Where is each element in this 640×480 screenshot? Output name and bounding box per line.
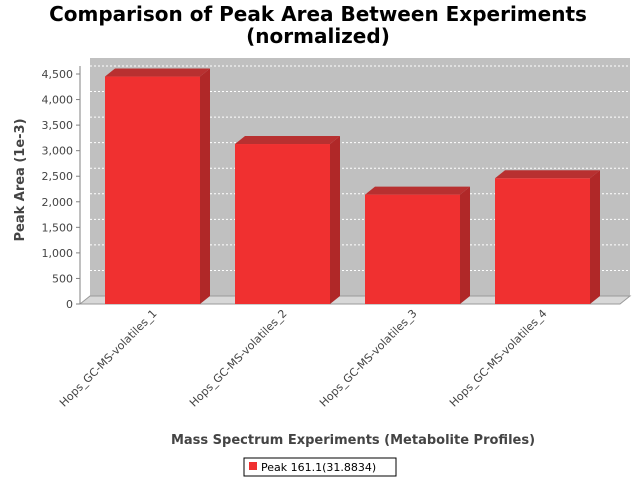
- x-axis-label: Mass Spectrum Experiments (Metabolite Pr…: [171, 433, 535, 448]
- x-axis-ticks: Hops_GC-MS-volatiles_1 Hops_GC-MS-volatil…: [57, 307, 550, 410]
- y-axis-label: Peak Area (1e-3): [13, 118, 28, 241]
- legend-box: [243, 457, 397, 477]
- bar-top: [365, 186, 470, 195]
- bar-side: [590, 170, 600, 304]
- x-tick-label: Hops_GC-MS-volatiles_1: [57, 307, 160, 410]
- y-tick-label: 0: [66, 298, 73, 311]
- bar-side: [330, 136, 340, 304]
- bar-side: [200, 68, 210, 304]
- bar: [365, 186, 470, 304]
- bar-top: [105, 68, 210, 77]
- bar-top: [235, 136, 340, 145]
- y-tick-label: 1,000: [42, 247, 74, 260]
- y-tick-label: 2,000: [42, 196, 74, 209]
- y-tick-label: 500: [52, 272, 73, 285]
- legend-swatch: [249, 462, 257, 470]
- bars: [105, 68, 600, 304]
- bar-front: [105, 76, 200, 304]
- y-tick-label: 4,000: [42, 94, 74, 107]
- x-tick-label: Hops_GC-MS-volatiles_2: [187, 307, 290, 410]
- y-tick-label: 3,500: [42, 119, 74, 132]
- legend-label: Peak 161.1(31.8834): [261, 461, 376, 474]
- y-tick-label: 4,500: [42, 68, 74, 81]
- x-tick-label: Hops_GC-MS-volatiles_3: [317, 307, 420, 410]
- bar-front: [235, 144, 330, 304]
- bar: [235, 136, 340, 304]
- y-tick-label: 1,500: [42, 221, 74, 234]
- bar: [495, 170, 600, 304]
- y-tick-label: 3,000: [42, 145, 74, 158]
- bar-front: [495, 178, 590, 304]
- y-axis-ticks: 0 500 1,000 1,500 2,000 2,500 3,000 3,500 4,000 4…: [42, 68, 80, 311]
- x-tick-label: Hops_GC-MS-volatiles_4: [447, 307, 550, 410]
- y-tick-label: 2,500: [42, 170, 74, 183]
- bar-side: [460, 186, 470, 304]
- legend: Peak 161.1(31.8834): [243, 457, 397, 477]
- chart-subtitle: (normalized): [246, 24, 390, 48]
- bar-front: [365, 194, 460, 304]
- bar-top: [495, 170, 600, 179]
- bar: [105, 68, 210, 304]
- chart-title: Comparison of Peak Area Between Experime…: [49, 2, 587, 26]
